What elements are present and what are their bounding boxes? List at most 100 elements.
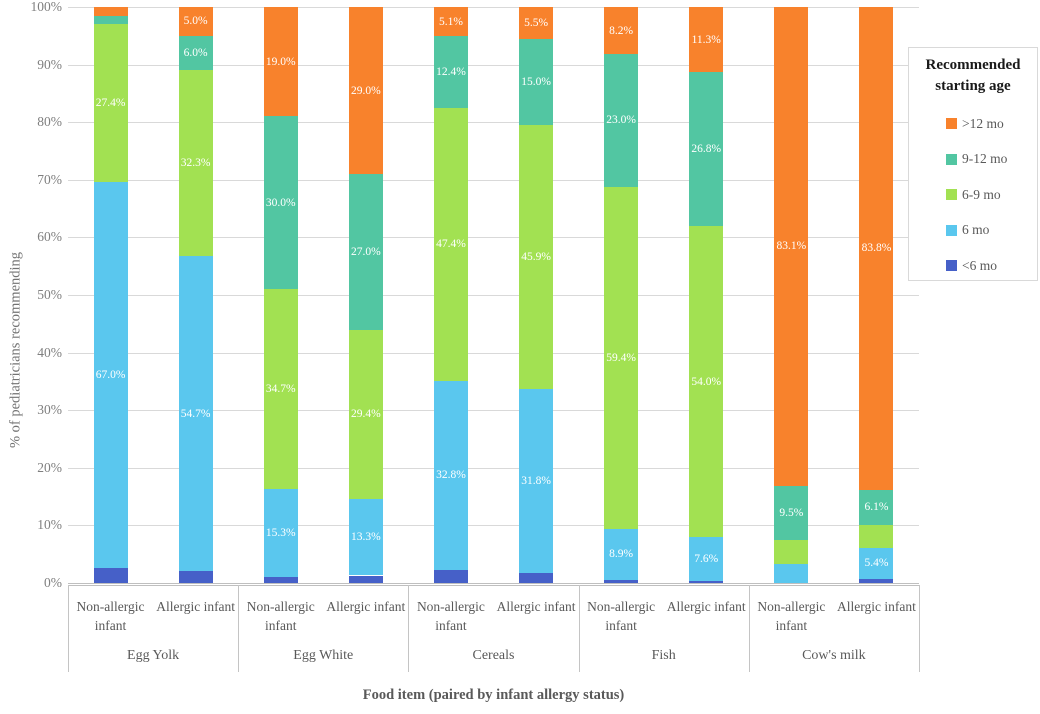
bar-segment--6-mo: [519, 572, 554, 583]
data-label: 45.9%: [521, 251, 551, 264]
gridline: [68, 410, 919, 412]
bar-segment-6-9-mo: [519, 125, 554, 390]
data-label: 29.4%: [350, 408, 381, 421]
data-label: 34.7%: [265, 383, 296, 396]
data-label: 27.4%: [95, 97, 126, 110]
bar-segment--6-mo: [859, 578, 894, 583]
legend-items: >12 mo 9-12 mo 6-9 mo 6 mo <6 mo: [909, 106, 1037, 284]
subcategory-label: Allergic infant: [837, 599, 916, 614]
bar-segment-6-mo: [604, 528, 639, 581]
y-tick-label: 100%: [30, 0, 63, 14]
bar-segment-9-12-mo: [93, 16, 128, 25]
food-group-label: Egg Yolk: [127, 648, 180, 663]
legend-item-label: 6 mo: [962, 222, 990, 238]
data-label: 83.8%: [861, 242, 892, 255]
y-tick-label: 30%: [37, 402, 62, 418]
bar-segment--12-mo: [263, 7, 298, 117]
bar-segment--12-mo: [519, 7, 554, 39]
gridline: [68, 64, 919, 66]
y-tick-label: 80%: [37, 114, 62, 130]
bar-segment-9-12-mo: [689, 72, 724, 227]
legend-color-swatch: [946, 189, 957, 201]
y-tick-label: 50%: [37, 287, 62, 302]
bar-segment--12-mo: [178, 7, 213, 36]
data-label: 31.8%: [521, 475, 551, 488]
bar-segment-6-9-mo: [93, 24, 128, 183]
y-tick-label: 10%: [37, 517, 62, 533]
category-group-separator: [748, 585, 750, 672]
legend-box: Recommended starting age >12 mo 9-12 mo 6-…: [908, 47, 1038, 281]
bar-segment--12-mo: [433, 7, 468, 37]
bar-segment-6-9-mo: [263, 289, 298, 490]
subcategory-label: Allergic infant: [326, 599, 406, 614]
legend-item: 9-12 mo: [909, 142, 1037, 178]
food-group-label: Cow's milk: [802, 648, 866, 663]
data-label: 15.3%: [265, 527, 296, 540]
bar-segment--6-mo: [178, 571, 213, 583]
bar-segment--12-mo: [93, 7, 128, 17]
y-tick-label: 40%: [37, 344, 62, 360]
subcategory-label: Allergic infant: [666, 599, 746, 614]
y-tick-label: 0%: [44, 575, 62, 590]
data-label: 26.8%: [691, 143, 722, 156]
data-label: 83.1%: [776, 240, 807, 253]
bar-segment-9-12-mo: [519, 38, 554, 126]
bar-segment-9-12-mo: [348, 174, 383, 330]
gridline: [68, 525, 919, 527]
bar-segment--12-mo: [689, 7, 724, 73]
gridline: [68, 295, 919, 296]
data-label: 27.0%: [350, 245, 381, 258]
y-axis-title: % of pediatricians recommending: [7, 251, 24, 449]
data-label: 12.4%: [436, 66, 466, 79]
bar-segment--6-mo: [263, 577, 298, 583]
legend-item-label: >12 mo: [962, 115, 1004, 131]
x-axis-baseline: [68, 583, 919, 584]
category-group-separator: [578, 585, 580, 672]
legend-color-swatch: [946, 224, 957, 236]
gridline: [68, 122, 919, 124]
subcategory-label: Allergic infant: [156, 599, 236, 614]
data-label: 19.0%: [265, 55, 296, 68]
data-label: 9.5%: [779, 507, 804, 520]
legend-item: 6 mo: [909, 213, 1037, 249]
data-label: 6.0%: [183, 47, 208, 60]
data-label: 5.0%: [183, 15, 208, 28]
data-label: 5.1%: [438, 15, 463, 28]
legend-item-label: 6-9 mo: [962, 186, 1001, 202]
data-label: 8.9%: [609, 548, 634, 561]
bar-segment-6-mo: [178, 256, 213, 572]
data-label: 32.8%: [436, 469, 466, 482]
bar-segment-6-mo: [859, 547, 894, 579]
bar-segment-6-mo: [519, 389, 554, 573]
y-tick-label: 90%: [37, 56, 62, 72]
category-area-top-border: [68, 585, 919, 586]
food-group-label: Cereals: [472, 648, 515, 663]
legend-item: 6-9 mo: [909, 177, 1037, 213]
category-group-separator: [238, 585, 240, 672]
bar-segment--12-mo: [859, 7, 894, 490]
data-label: 13.3%: [350, 531, 381, 544]
subcategory-label: Non-allergic infant: [757, 599, 826, 633]
data-label: 15.0%: [521, 75, 551, 88]
gridline: [68, 237, 919, 239]
legend-item: >12 mo: [909, 106, 1037, 142]
data-label: 32.3%: [180, 157, 211, 170]
data-label: 30.0%: [265, 196, 296, 209]
legend-color-swatch: [946, 118, 957, 130]
y-tick-label: 70%: [37, 171, 62, 187]
bar-segment-6-9-mo: [433, 107, 468, 381]
y-tick-label: 20%: [37, 459, 62, 475]
subcategory-label: Non-allergic infant: [587, 599, 656, 633]
bar-segment--12-mo: [348, 7, 383, 175]
bar-segment-9-12-mo: [178, 35, 213, 71]
gridline: [68, 179, 919, 181]
x-axis-title: Food item (paired by infant allergy stat…: [362, 687, 625, 703]
gridline: [68, 352, 919, 354]
bar-segment-9-12-mo: [263, 116, 298, 290]
bar-segment--12-mo: [774, 7, 809, 486]
category-group-separator: [408, 585, 410, 672]
data-label: 8.2%: [609, 24, 634, 37]
category-group-separator: [68, 585, 69, 672]
bar-segment--6-mo: [689, 581, 724, 583]
